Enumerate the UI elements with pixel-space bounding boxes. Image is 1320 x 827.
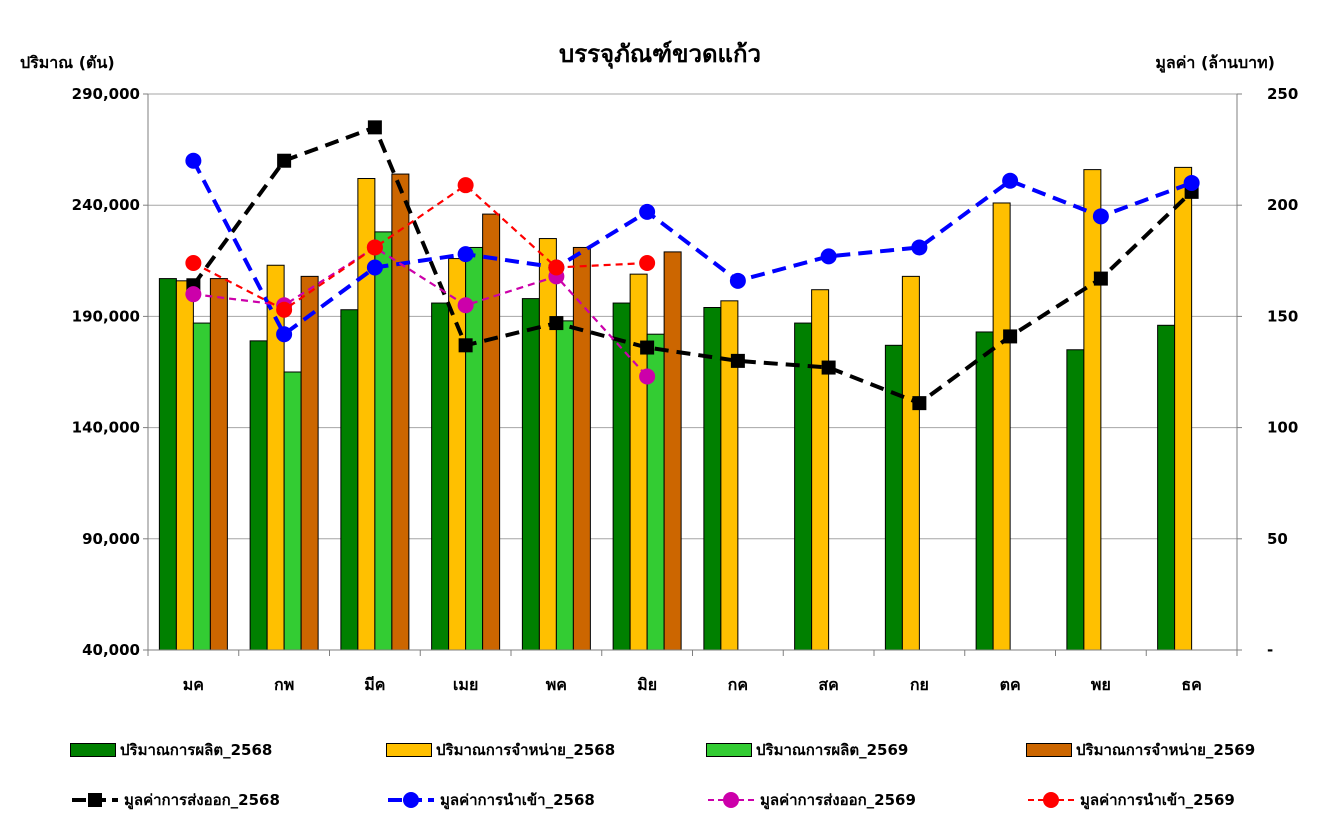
bar: [1066, 349, 1085, 651]
bar: [209, 278, 228, 651]
data-point: [730, 353, 745, 368]
data-point: [821, 360, 836, 375]
data-point: [1092, 208, 1109, 225]
y-axis-right-title: มูลค่า (ล้านบาท): [1155, 53, 1275, 74]
bar: [992, 202, 1011, 651]
data-point: [639, 255, 656, 272]
y-tick-label-left: 240,000: [72, 196, 140, 214]
data-point: [548, 259, 565, 276]
bar: [720, 300, 739, 651]
data-point: [457, 177, 474, 194]
data-point: [458, 338, 473, 353]
series-line: [191, 159, 1193, 337]
x-tick-label: กพ: [274, 675, 294, 694]
bar: [629, 273, 648, 651]
data-point: [277, 153, 292, 168]
data-point: [640, 340, 655, 355]
y-tick-label-right: 150: [1267, 307, 1298, 325]
data-point: [1002, 172, 1019, 189]
x-tick-label: มีค: [364, 675, 385, 694]
tick-labels: 40,000 - 90,000 50 140,000 100 190,000 150 240,0…: [72, 85, 1299, 694]
bar: [1157, 324, 1176, 651]
gridlines: [148, 93, 1237, 540]
y-tick-label-right: 200: [1267, 196, 1298, 214]
x-tick-label: ตค: [1000, 675, 1021, 694]
bar: [521, 298, 540, 651]
data-point: [639, 368, 656, 385]
data-point: [911, 239, 928, 256]
bar: [1083, 169, 1102, 651]
x-tick-label: กย: [910, 675, 929, 694]
y-tick-label-right: 250: [1267, 85, 1298, 103]
data-point: [1183, 174, 1200, 191]
y-tick-label-left: 90,000: [82, 530, 140, 548]
bar: [572, 246, 591, 651]
series-line: [192, 184, 648, 311]
bar: [482, 213, 501, 651]
x-tick-label: สค: [818, 675, 838, 694]
data-point: [185, 255, 202, 272]
chart-title: บรรจุภัณฑ์ขวดแก้ว: [559, 40, 761, 70]
series-line: [193, 246, 648, 378]
data-point: [729, 272, 746, 289]
y-tick-label-right: 100: [1267, 419, 1298, 437]
data-point: [185, 286, 202, 303]
bar-series-group: [158, 166, 1193, 651]
y-tick-label-left: 140,000: [72, 419, 140, 437]
bar: [448, 258, 467, 651]
bar: [192, 322, 211, 651]
bar: [1174, 166, 1193, 651]
bar: [975, 331, 994, 651]
y-axis-left-title: ปริมาณ (ตัน): [20, 53, 115, 72]
x-tick-label: เมย: [453, 675, 478, 694]
axes: [143, 93, 1242, 656]
data-point: [185, 152, 202, 169]
bar: [555, 320, 574, 651]
x-tick-label: พย: [1091, 675, 1111, 694]
data-point: [912, 396, 927, 411]
series-line: [191, 125, 1194, 406]
data-point: [367, 120, 382, 135]
bar: [175, 280, 194, 651]
data-point: [366, 259, 383, 276]
x-tick-label: มิย: [637, 675, 657, 694]
bar: [794, 322, 813, 651]
y-tick-label-right: 50: [1267, 530, 1288, 548]
y-tick-label-left: 290,000: [72, 85, 140, 103]
bar: [391, 173, 410, 651]
bar: [266, 264, 285, 651]
y-tick-label-right: -: [1267, 641, 1273, 659]
bar: [703, 307, 722, 651]
bar: [811, 289, 830, 651]
data-point: [549, 316, 564, 331]
x-tick-label: กค: [728, 675, 748, 694]
bar: [283, 371, 302, 651]
bar: [374, 231, 393, 651]
y-tick-label-left: 40,000: [82, 641, 140, 659]
data-point: [276, 326, 293, 343]
bar: [901, 275, 920, 651]
bar: [663, 251, 682, 651]
x-tick-label: พค: [546, 675, 567, 694]
bar: [158, 278, 177, 651]
x-tick-label: มค: [183, 675, 204, 694]
bar: [340, 309, 359, 651]
x-tick-label: ธค: [1181, 675, 1201, 694]
bar: [431, 302, 450, 651]
data-point: [366, 239, 383, 256]
data-point: [820, 248, 837, 265]
data-point: [1093, 271, 1108, 286]
line-series-group: [185, 120, 1200, 411]
y-tick-label-left: 190,000: [72, 307, 140, 325]
bar: [300, 275, 319, 651]
bar: [249, 340, 268, 651]
data-point: [1003, 329, 1018, 344]
data-point: [457, 297, 474, 314]
bar: [538, 238, 557, 651]
data-point: [639, 203, 656, 220]
data-point: [457, 246, 474, 263]
data-point: [276, 301, 293, 318]
